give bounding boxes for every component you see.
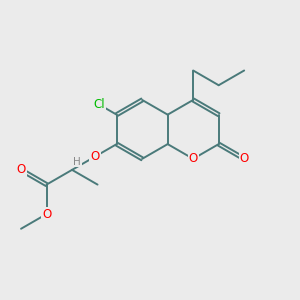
- Text: O: O: [42, 208, 51, 220]
- Text: O: O: [90, 150, 100, 163]
- Text: O: O: [239, 152, 249, 165]
- Text: H: H: [74, 157, 81, 166]
- Text: O: O: [16, 164, 26, 176]
- Text: Cl: Cl: [93, 98, 105, 111]
- Text: O: O: [188, 152, 198, 165]
